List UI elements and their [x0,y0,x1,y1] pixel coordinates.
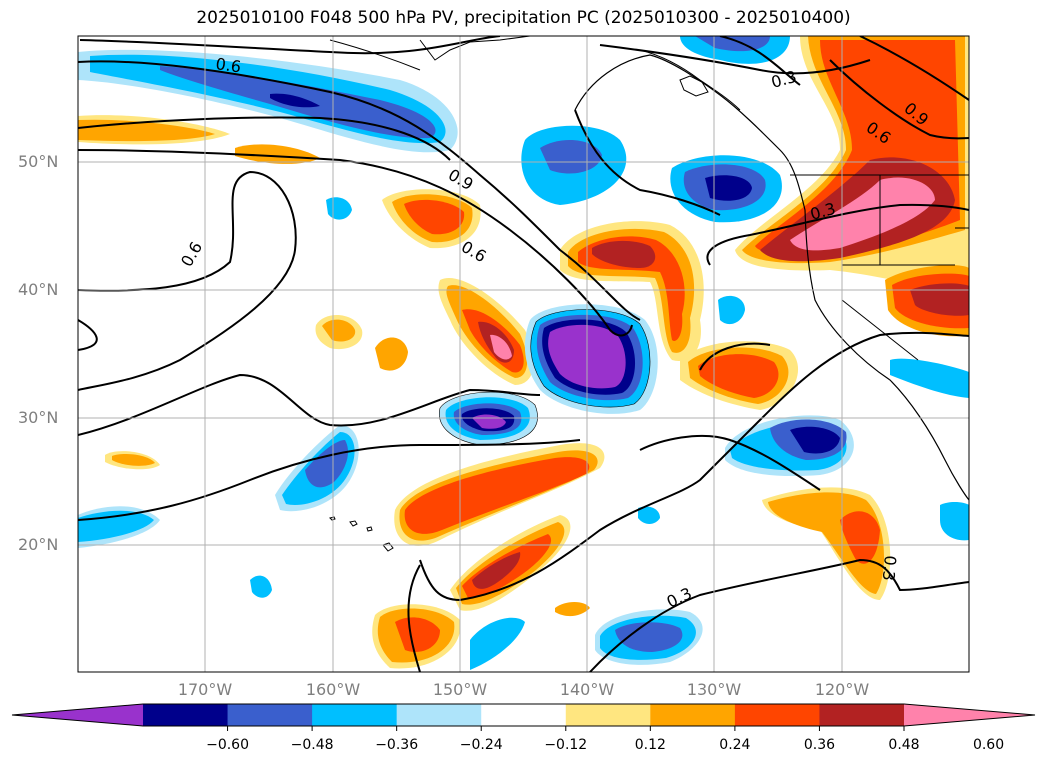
lon-label-130w: 130°W [686,680,742,699]
negative-anomaly-region [940,501,969,541]
lon-label-140w: 140°W [559,680,615,699]
positive-anomaly-region [395,617,440,652]
colorbar-bin [312,704,398,726]
positive-anomaly-region [235,144,320,164]
negative-anomaly-region [790,426,840,454]
colorbar-tick-label: −0.12 [544,737,588,753]
lat-label-30n: 30°N [18,408,59,427]
lat-label-40n: 40°N [18,280,59,299]
lat-label-50n: 50°N [18,152,59,171]
positive-anomaly-region [112,454,155,466]
border [841,299,919,361]
positive-anomaly-region [490,334,512,360]
negative-anomaly-region [705,175,752,201]
colorbar-bin [565,704,651,726]
map-frame [77,35,970,673]
positive-anomaly-region [790,177,935,251]
pv-contour [78,319,98,351]
pv-contour [599,44,871,75]
colorbar-tick-label: 0.24 [719,737,751,753]
positive-anomaly-region [404,199,465,235]
colorbar-tick-label: 0.48 [888,737,920,753]
lon-label-170w: 170°W [177,680,233,699]
colorbar-tick-label: −0.48 [290,737,334,753]
negative-anomaly-region [270,93,320,108]
positive-anomaly-region [375,337,408,371]
lon-label-160w: 160°W [305,680,361,699]
pv-contour [78,439,581,521]
lon-label-150w: 150°W [432,680,488,699]
map-title: 2025010100 F048 500 hPa PV, precipitatio… [196,8,851,28]
pv-contour [589,558,969,672]
negative-anomaly-region [718,295,745,325]
pv-contour [699,342,771,371]
island [382,542,394,552]
pv-contour [419,331,969,602]
negative-anomaly-region [638,506,660,524]
positive-anomaly-region [578,236,685,341]
colorbar-tick-label: 0.36 [803,737,836,753]
lat-label-20n: 20°N [18,535,59,554]
positive-anomaly-region [592,240,656,268]
colorbar-extend-max [904,704,1035,726]
pv-contour [78,170,297,391]
coastline [639,49,741,111]
positive-anomaly-region [322,319,356,342]
graticule [78,36,969,672]
colorbar-bin [227,704,313,726]
pv-contour [407,564,421,672]
colorbar-outline [11,703,1036,727]
colorbar-bin [481,704,567,726]
lon-label-120w: 120°W [814,680,870,699]
contour-label: 0.6 [214,54,242,76]
colorbar-tick-label: 0.12 [634,737,666,753]
colorbar-tick-label: −0.60 [206,737,249,753]
pv-contour [706,203,969,266]
precip-contour [439,391,538,446]
pv-anomaly-layer [78,36,969,672]
negative-anomaly-region [615,622,683,652]
pv-contour [78,373,541,436]
negative-anomaly-region [250,575,272,598]
island [349,520,358,527]
colorbar-tick-label: 0.60 [972,737,1005,753]
positive-anomaly-region [840,511,880,564]
colorbar-tick-label: −0.36 [375,737,419,753]
colorbar-bin [819,704,905,726]
island [366,526,373,532]
negative-anomaly-region [890,358,969,398]
colorbar-tick-label: −0.24 [459,737,503,753]
contour-label: 0.3 [879,555,900,582]
colorbar-bin [396,704,482,726]
pv-contour [859,36,969,101]
positive-anomaly-region [555,602,590,617]
positive-anomaly-region [472,552,521,589]
pv-contour [78,60,641,321]
pv-contour [639,434,821,491]
precip-contour [530,309,651,408]
positive-anomaly-region [404,457,590,534]
pv-contour [79,36,501,55]
negative-anomaly-region [470,617,525,670]
pv-contour [574,109,721,216]
colorbar-extend-min [12,704,143,726]
positive-anomaly-region [910,283,969,316]
pv-contour [829,59,969,140]
colorbar [11,703,1036,731]
island [679,75,709,97]
pv-contour [78,116,451,161]
colorbar-bin [734,704,820,726]
pv-contour [719,36,801,86]
colorbar-bin [650,704,736,726]
pv-contour [78,149,633,337]
negative-anomaly-region [305,440,348,488]
positive-anomaly-region [698,354,779,398]
colorbar-bin [143,704,229,726]
